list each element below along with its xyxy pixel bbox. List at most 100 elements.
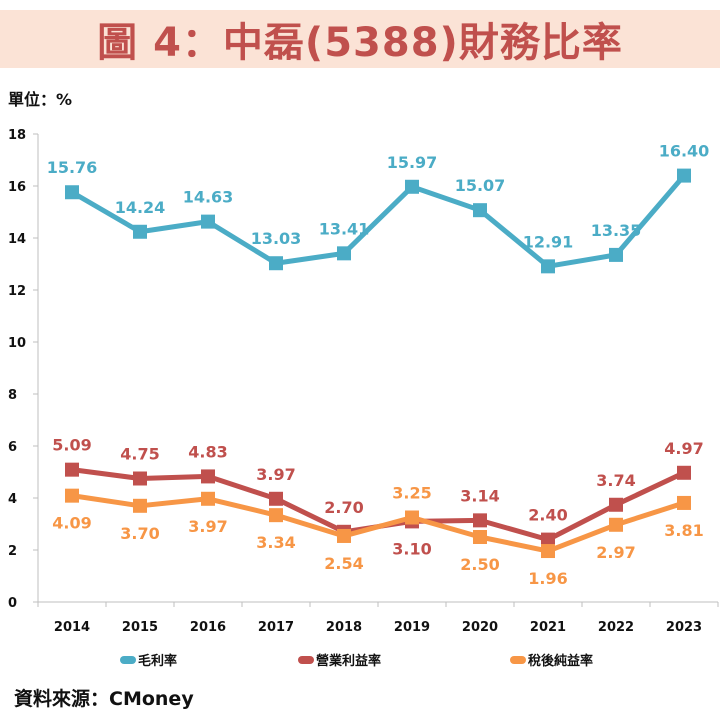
legend-label: 營業利益率: [316, 654, 382, 669]
data-label: 4.09: [52, 514, 91, 533]
data-label: 4.75: [120, 445, 159, 464]
legend-item: 營業利益率: [298, 650, 381, 669]
data-point-marker: [133, 498, 147, 513]
data-point-marker: [65, 462, 79, 477]
data-label: 3.34: [256, 533, 295, 552]
legend-swatch-icon: [298, 655, 314, 664]
y-tick-label: 0: [8, 596, 17, 611]
data-point-marker: [337, 528, 351, 543]
data-label: 3.97: [188, 517, 227, 536]
x-tick-label: 2021: [530, 620, 566, 635]
data-label: 2.50: [460, 555, 499, 574]
data-point-marker: [201, 491, 215, 506]
y-tick-label: 10: [8, 336, 26, 351]
y-tick-label: 14: [8, 232, 26, 247]
x-tick-label: 2019: [394, 620, 430, 635]
data-label: 2.40: [528, 506, 567, 525]
y-tick-label: 18: [8, 128, 26, 143]
data-point-marker: [609, 497, 623, 512]
data-label: 5.09: [52, 436, 91, 455]
title-band: 圖 4：中磊(5388)財務比率: [0, 10, 720, 68]
legend-swatch-icon: [120, 655, 136, 664]
y-tick-label: 2: [8, 544, 17, 559]
x-tick-label: 2020: [462, 620, 498, 635]
y-tick-label: 16: [8, 180, 26, 195]
x-tick-label: 2015: [122, 620, 158, 635]
data-point-marker: [541, 259, 555, 274]
data-point-marker: [405, 179, 419, 194]
data-label: 15.97: [387, 153, 438, 172]
data-label: 3.97: [256, 465, 295, 484]
data-point-marker: [473, 513, 487, 528]
y-tick-label: 6: [8, 440, 17, 455]
series-line: [70, 173, 686, 269]
data-point-marker: [269, 256, 283, 271]
legend-item: 毛利率: [120, 650, 177, 669]
data-label: 2.97: [596, 543, 635, 562]
data-label: 13.35: [591, 221, 642, 240]
data-label: 1.96: [528, 569, 567, 588]
data-point-marker: [405, 510, 419, 525]
data-point-marker: [541, 532, 555, 547]
data-label: 4.97: [664, 439, 703, 458]
data-point-marker: [473, 203, 487, 218]
legend-item: 稅後純益率: [510, 650, 593, 669]
x-tick-label: 2014: [54, 620, 90, 635]
series-1: [65, 168, 691, 274]
data-label: 2.70: [324, 498, 363, 517]
data-label: 15.07: [455, 176, 506, 195]
data-label: 15.76: [47, 158, 98, 177]
series-line: [71, 493, 685, 554]
x-tick-label: 2023: [666, 620, 702, 635]
data-label: 13.41: [319, 219, 370, 238]
legend-label: 稅後純益率: [528, 654, 594, 669]
data-label: 14.63: [183, 188, 234, 207]
data-point-marker: [677, 495, 691, 510]
unit-label: 單位：%: [8, 90, 73, 109]
data-point-marker: [677, 168, 691, 183]
data-label: 14.24: [115, 198, 166, 217]
legend: 毛利率 營業利益率 稅後純益率: [0, 650, 720, 670]
data-point-marker: [65, 185, 79, 200]
source-note: 資料來源：CMoney: [14, 688, 194, 710]
data-point-marker: [473, 530, 487, 544]
x-tick-label: 2018: [326, 620, 362, 635]
y-tick-label: 8: [8, 388, 17, 403]
data-point-marker: [609, 517, 623, 532]
data-label: 13.03: [251, 229, 302, 248]
data-label: 3.10: [392, 539, 431, 558]
x-tick-label: 2017: [258, 620, 294, 635]
chart-title: 圖 4：中磊(5388)財務比率: [97, 20, 623, 66]
data-point-marker: [337, 246, 351, 261]
data-point-marker: [201, 214, 215, 229]
data-label: 4.83: [188, 442, 227, 461]
data-label: 3.74: [596, 471, 635, 490]
data-point-marker: [609, 247, 623, 262]
series-layer: [65, 168, 691, 559]
data-point-marker: [269, 508, 283, 523]
data-point-marker: [269, 491, 283, 506]
x-tick-label: 2022: [598, 620, 634, 635]
data-label: 3.81: [664, 521, 703, 540]
data-label: 12.91: [523, 232, 574, 251]
series-3: [65, 488, 691, 559]
axes: 0 2 4 6 8 10 12 14 16 18 2014 2015 2016 2017 2018 2019 2…: [8, 128, 719, 635]
y-tick-label: 12: [8, 284, 26, 299]
data-labels: 15.76 14.24 14.63 13.03 13.41 15.97 15.07 12.91…: [47, 142, 710, 588]
data-point-marker: [677, 465, 691, 480]
data-label: 3.14: [460, 486, 499, 505]
x-tick-label: 2016: [190, 620, 226, 635]
legend-label: 毛利率: [138, 654, 178, 669]
data-label: 3.25: [392, 484, 431, 503]
data-point-marker: [541, 544, 555, 559]
data-label: 16.40: [659, 142, 710, 161]
data-label: 2.54: [324, 554, 363, 573]
y-tick-label: 4: [8, 492, 17, 507]
data-point-marker: [133, 471, 147, 486]
data-point-marker: [65, 488, 79, 503]
legend-swatch-icon: [510, 655, 526, 664]
data-point-marker: [201, 469, 215, 484]
data-label: 3.70: [120, 524, 159, 543]
data-point-marker: [133, 224, 147, 239]
